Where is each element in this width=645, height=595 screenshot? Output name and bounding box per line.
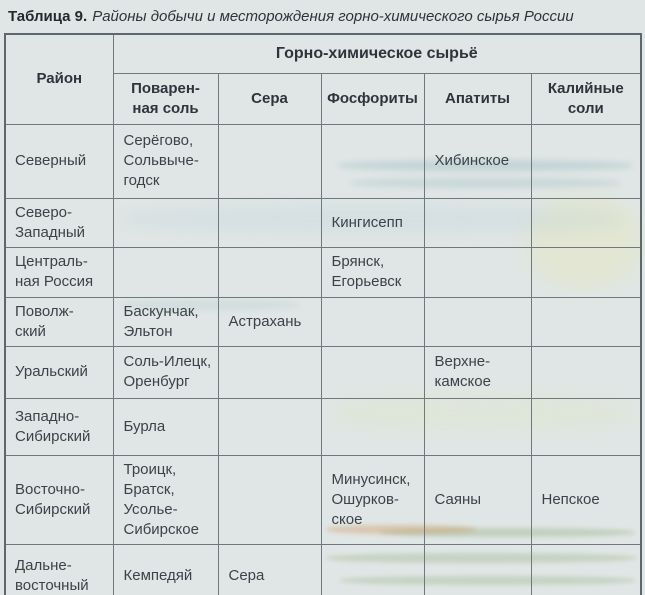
data-cell: Баскунчак, Эльтон bbox=[112, 296, 219, 347]
data-cell bbox=[217, 246, 322, 298]
minerals-table: Район Горно-химическое сырьё Поварен- на… bbox=[4, 33, 643, 595]
data-cell bbox=[217, 123, 322, 199]
data-cell: Серёгово, Сольвыче- годск bbox=[112, 123, 219, 199]
data-cell: Кингисепп bbox=[320, 197, 425, 248]
data-cell bbox=[530, 397, 642, 456]
table-title: Районы добычи и месторождения горно-хими… bbox=[92, 8, 574, 25]
column-header-sulfur: Сера bbox=[217, 72, 322, 125]
data-cell bbox=[530, 123, 642, 199]
data-cell bbox=[530, 246, 642, 298]
column-header-potash: Калийные соли bbox=[530, 72, 642, 125]
region-cell: Дальне- восточный bbox=[4, 543, 114, 595]
table-row: Дальне- восточный Кемпедяй Сера bbox=[4, 543, 642, 595]
column-header-region: Район bbox=[4, 33, 114, 125]
column-header-apatite: Апатиты bbox=[423, 72, 532, 125]
data-cell bbox=[320, 543, 425, 595]
region-cell: Централь- ная Россия bbox=[4, 246, 114, 298]
data-cell: Саяны bbox=[423, 454, 532, 545]
data-cell: Соль-Илецк, Оренбург bbox=[112, 345, 219, 399]
data-cell bbox=[530, 197, 642, 248]
region-cell: Уральский bbox=[4, 345, 114, 399]
data-cell bbox=[217, 345, 322, 399]
data-cell: Брянск, Егорьевск bbox=[320, 246, 425, 298]
table-row: Восточно- Сибирский Троицк, Братск, Усол… bbox=[4, 454, 642, 545]
region-cell: Восточно- Сибирский bbox=[4, 454, 114, 545]
region-cell: Западно- Сибирский bbox=[4, 397, 114, 456]
data-cell bbox=[423, 543, 532, 595]
data-cell: Кемпедяй bbox=[112, 543, 219, 595]
table-caption: Таблица 9. Районы добычи и месторождения … bbox=[8, 6, 574, 27]
group-header-raw-materials: Горно-химическое сырьё bbox=[112, 33, 642, 74]
data-cell bbox=[112, 197, 219, 248]
data-cell bbox=[217, 197, 322, 248]
region-cell: Северный bbox=[4, 123, 114, 199]
data-cell bbox=[320, 296, 425, 347]
data-cell: Хибинское bbox=[423, 123, 532, 199]
region-cell: Северо- Западный bbox=[4, 197, 114, 248]
data-cell bbox=[320, 345, 425, 399]
column-header-table-salt: Поварен- ная соль bbox=[112, 72, 219, 125]
table-row: Западно- Сибирский Бурла bbox=[4, 397, 642, 456]
data-cell bbox=[320, 397, 425, 456]
data-cell bbox=[112, 246, 219, 298]
data-cell: Минусинск, Ошурков- ское bbox=[320, 454, 425, 545]
data-cell bbox=[530, 296, 642, 347]
data-cell bbox=[423, 397, 532, 456]
table-row: Централь- ная Россия Брянск, Егорьевск bbox=[4, 246, 642, 298]
table-row: Уральский Соль-Илецк, Оренбург Верхне- к… bbox=[4, 345, 642, 399]
table-row: Северо- Западный Кингисепп bbox=[4, 197, 642, 248]
table-row: Поволж- ский Баскунчак, Эльтон Астрахань bbox=[4, 296, 642, 347]
region-cell: Поволж- ский bbox=[4, 296, 114, 347]
data-cell: Троицк, Братск, Усолье- Сибирское bbox=[112, 454, 219, 545]
data-cell bbox=[423, 246, 532, 298]
table-number: Таблица 9. bbox=[8, 8, 88, 25]
data-cell: Бурла bbox=[112, 397, 219, 456]
data-cell bbox=[530, 345, 642, 399]
table-row: Северный Серёгово, Сольвыче- годск Хибин… bbox=[4, 123, 642, 199]
data-cell: Астрахань bbox=[217, 296, 322, 347]
column-header-phosphorite: Фосфориты bbox=[320, 72, 425, 125]
data-cell: Непское bbox=[530, 454, 642, 545]
data-cell bbox=[423, 197, 532, 248]
data-cell: Верхне- камское bbox=[423, 345, 532, 399]
data-cell: Сера bbox=[217, 543, 322, 595]
data-cell bbox=[320, 123, 425, 199]
data-cell bbox=[423, 296, 532, 347]
data-cell bbox=[217, 454, 322, 545]
data-cell bbox=[217, 397, 322, 456]
data-cell bbox=[530, 543, 642, 595]
